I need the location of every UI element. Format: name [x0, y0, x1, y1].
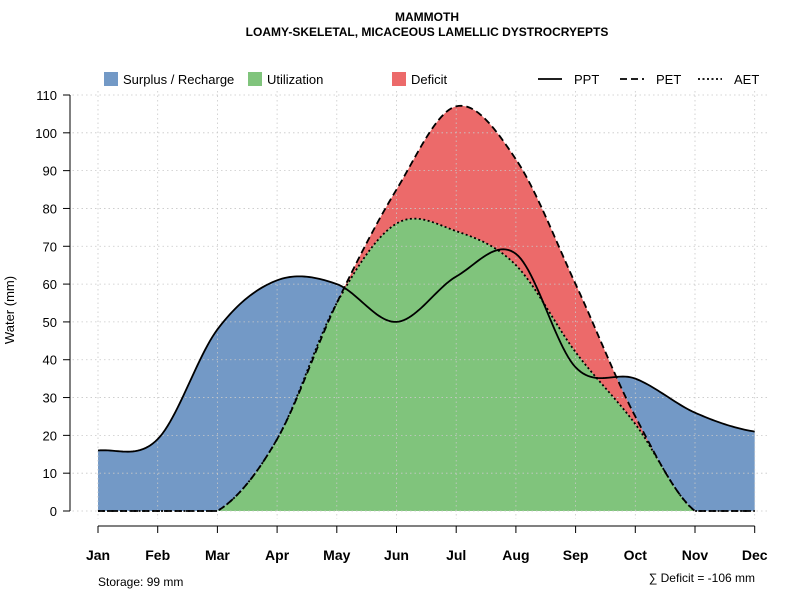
x-tick-label-aug: Aug	[502, 547, 529, 563]
water-balance-areas	[98, 105, 755, 511]
legend-label: Utilization	[267, 72, 323, 87]
y-tick-label: 60	[43, 277, 57, 292]
chart-title: MAMMOTH	[395, 10, 459, 24]
legend-label: Deficit	[411, 72, 448, 87]
legend-item-surplus-recharge: Surplus / Recharge	[104, 72, 234, 87]
legend-item-utilization: Utilization	[248, 72, 323, 87]
legend: Surplus / Recharge Utilization Deficit PPT P…	[104, 72, 759, 87]
y-tick-label: 10	[43, 466, 57, 481]
series-line-aet	[98, 217, 755, 512]
legend-item-aet: AET	[698, 72, 759, 87]
utilization-area	[98, 218, 755, 511]
axes: 0 10 20 30 40 50 60 70 80 90 100 110 Jan Feb Mar Apr May…	[35, 88, 767, 563]
x-tick-label-oct: Oct	[624, 547, 648, 563]
y-tick-label: 100	[35, 126, 57, 141]
x-tick-label-dec: Dec	[742, 547, 768, 563]
y-tick-label: 30	[43, 391, 57, 406]
series-line-ppt	[97, 248, 755, 453]
x-tick-label-sep: Sep	[563, 547, 589, 563]
legend-label: PPT	[574, 72, 599, 87]
y-tick-label: 80	[43, 201, 57, 216]
legend-label: AET	[734, 72, 759, 87]
y-tick-label: 110	[36, 88, 57, 103]
y-axis-label: Water (mm)	[2, 276, 17, 344]
grid	[68, 91, 770, 519]
storage-text: Storage: 99 mm	[98, 575, 183, 589]
legend-item-ppt: PPT	[538, 72, 599, 87]
x-tick-label-feb: Feb	[145, 547, 170, 563]
y-tick-label: 20	[43, 428, 57, 443]
series-line-pet	[98, 104, 755, 512]
series-lines	[97, 104, 755, 512]
deficit-area	[98, 105, 755, 511]
legend-swatch	[248, 72, 262, 86]
x-tick-label-jul: Jul	[446, 547, 466, 563]
x-tick-label-nov: Nov	[682, 547, 709, 563]
legend-item-deficit: Deficit	[392, 72, 448, 87]
legend-swatch	[104, 72, 118, 86]
legend-item-pet: PET	[620, 72, 681, 87]
y-tick-label: 90	[43, 164, 57, 179]
legend-label: PET	[656, 72, 681, 87]
y-tick-label: 40	[43, 353, 57, 368]
y-tick-label: 0	[50, 504, 57, 519]
chart-subtitle: LOAMY-SKELETAL, MICACEOUS LAMELLIC DYSTR…	[246, 25, 609, 39]
legend-label: Surplus / Recharge	[123, 72, 234, 87]
deficit-total-text: ∑ Deficit = -106 mm	[649, 571, 755, 585]
x-tick-label-mar: Mar	[205, 547, 230, 563]
surplus-recharge-area	[98, 105, 755, 511]
y-tick-label: 50	[43, 315, 57, 330]
x-tick-label-jan: Jan	[86, 547, 110, 563]
x-tick-label-apr: Apr	[265, 547, 290, 563]
x-tick-label-may: May	[323, 547, 350, 563]
y-tick-label: 70	[43, 239, 57, 254]
legend-swatch	[392, 72, 406, 86]
x-tick-label-jun: Jun	[384, 547, 409, 563]
